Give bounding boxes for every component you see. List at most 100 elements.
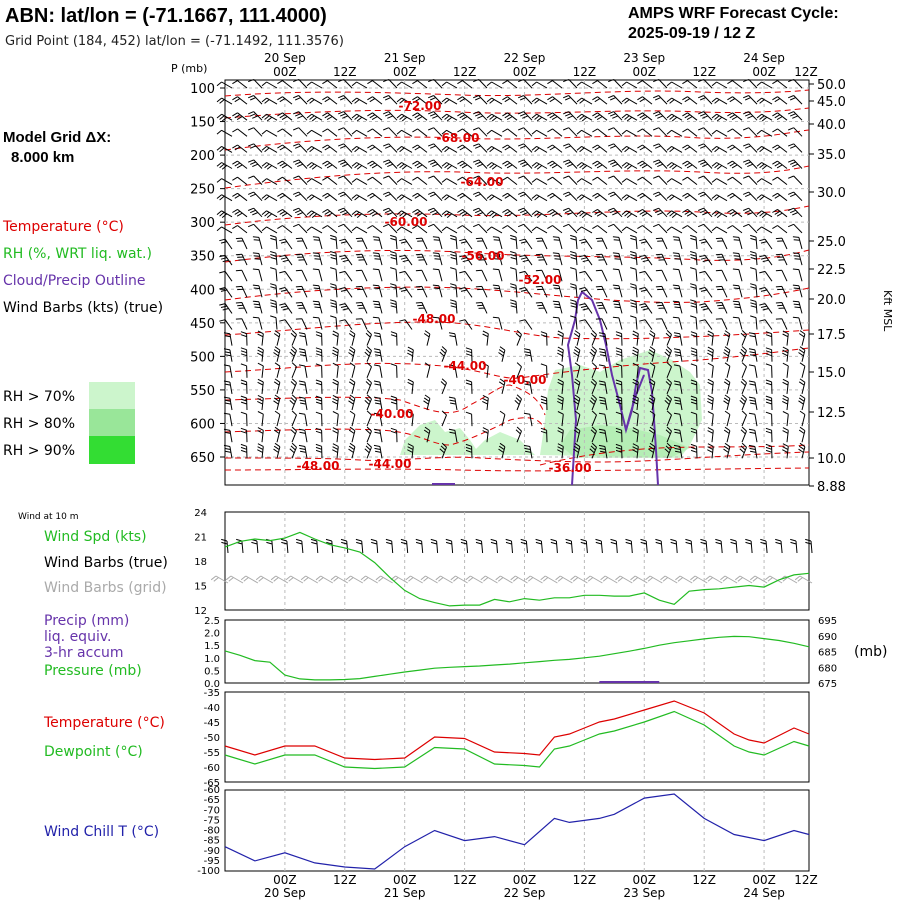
wind-barb (351, 162, 368, 170)
bottom-date-label: 24 Sep (743, 886, 785, 900)
wind-barb (373, 332, 383, 346)
wind-barb (223, 412, 233, 427)
wind-barb (531, 145, 548, 153)
wind-barb (598, 396, 608, 411)
wind-barb (428, 111, 443, 121)
wind-barb (367, 80, 383, 89)
wind-barb (367, 128, 383, 137)
wind-barb (547, 192, 563, 202)
wind-barb (727, 225, 743, 234)
windchill-y-tick: -60 (204, 785, 220, 796)
wind-barb (502, 144, 518, 153)
rh70-swatch (89, 382, 135, 409)
wind-barb (592, 80, 608, 89)
wind-barb (459, 270, 473, 282)
wind-barb (364, 394, 372, 411)
wind-barb (576, 145, 593, 153)
wind-barb (315, 379, 323, 394)
wind-barb (630, 234, 638, 250)
wind-barb (279, 319, 293, 330)
wind-barb (373, 348, 383, 362)
pressure-y-tick: 685 (818, 648, 837, 659)
wind-barb (428, 127, 443, 137)
wind-barb (465, 379, 473, 394)
wind-barb (727, 96, 743, 105)
wind-barb (518, 127, 533, 137)
wind-barb (740, 330, 747, 346)
wind-barb (775, 285, 788, 298)
wind-barb (355, 285, 368, 298)
wind-barb (473, 175, 488, 185)
wind-barb (364, 442, 372, 459)
wind-barb (252, 252, 263, 266)
grid-wind-barb (794, 575, 813, 584)
wind-barb (690, 427, 698, 443)
wind-barb (412, 128, 428, 137)
wind-barb (792, 300, 803, 314)
wind-barb (441, 145, 458, 153)
wind-barb (759, 254, 773, 266)
wind-barb (552, 316, 563, 330)
wind-barb (293, 159, 308, 169)
wind-barb (772, 112, 788, 121)
wind-barb (798, 442, 806, 459)
pressure-y-tick: 675 (818, 679, 837, 690)
rh-shading (400, 350, 702, 458)
wind-barb (306, 81, 323, 89)
wind-barb (235, 253, 248, 266)
wind-barb (432, 316, 443, 330)
pressure-unit: (mb) (854, 644, 887, 660)
wind-barb (367, 112, 383, 121)
wind-y-tick: 15 (194, 582, 207, 593)
wind-barb (279, 270, 293, 282)
wind-barb (788, 175, 803, 185)
wind-barb (775, 253, 788, 266)
true-wind-barb (700, 538, 708, 554)
wind-barb (592, 176, 608, 185)
isotherm-label: -48.00 (297, 459, 340, 473)
wind-barb (690, 443, 698, 459)
true-wind-barb (670, 538, 678, 554)
wind-barb (632, 443, 639, 459)
wind-barb (399, 254, 413, 266)
windchill-y-tick: -75 (204, 815, 220, 826)
wind-barb (595, 237, 608, 250)
isotherm-line (224, 417, 546, 446)
wind-barb (448, 428, 458, 443)
wind-barb (339, 319, 353, 330)
wind-barb (473, 191, 488, 202)
wind-barb (514, 394, 522, 411)
wind-barb (579, 270, 593, 282)
wind-barb (432, 268, 443, 282)
wind-barb (277, 112, 293, 121)
temp-y-tick: -35 (204, 688, 220, 699)
grid-wind-barb (495, 575, 513, 584)
wind-barb (792, 236, 803, 250)
wind-barb (743, 78, 758, 89)
wind-barb (570, 299, 578, 314)
wind-barb (772, 225, 788, 234)
wind-barb (666, 162, 683, 170)
wind-barb (415, 237, 428, 250)
wind-barb (666, 145, 683, 153)
wind-barb (289, 346, 297, 362)
true-wind-barb (400, 538, 409, 554)
true-wind-barb (745, 538, 753, 554)
wind-barb (248, 207, 263, 218)
wind-barb (306, 210, 323, 218)
wind-barb (261, 162, 278, 170)
isotherm-label: -48.00 (413, 312, 456, 326)
wind-barb (306, 226, 323, 234)
wind-barb (637, 144, 653, 153)
wind-barb (252, 236, 263, 250)
wind-barb (666, 81, 683, 89)
top-hour-label: 12Z (794, 65, 818, 79)
wind-speed-label: Wind Spd (kts) (44, 529, 147, 545)
wind-barb (655, 269, 668, 282)
wind-barb (338, 159, 353, 169)
wind-panel: Wind at 10 m Wind Spd (kts) Wind Barbs (… (18, 508, 813, 617)
wind-barb (531, 97, 548, 105)
true-wind-barb (535, 538, 543, 554)
wind-barb (293, 78, 308, 89)
top-hour-label: 12Z (333, 65, 357, 79)
